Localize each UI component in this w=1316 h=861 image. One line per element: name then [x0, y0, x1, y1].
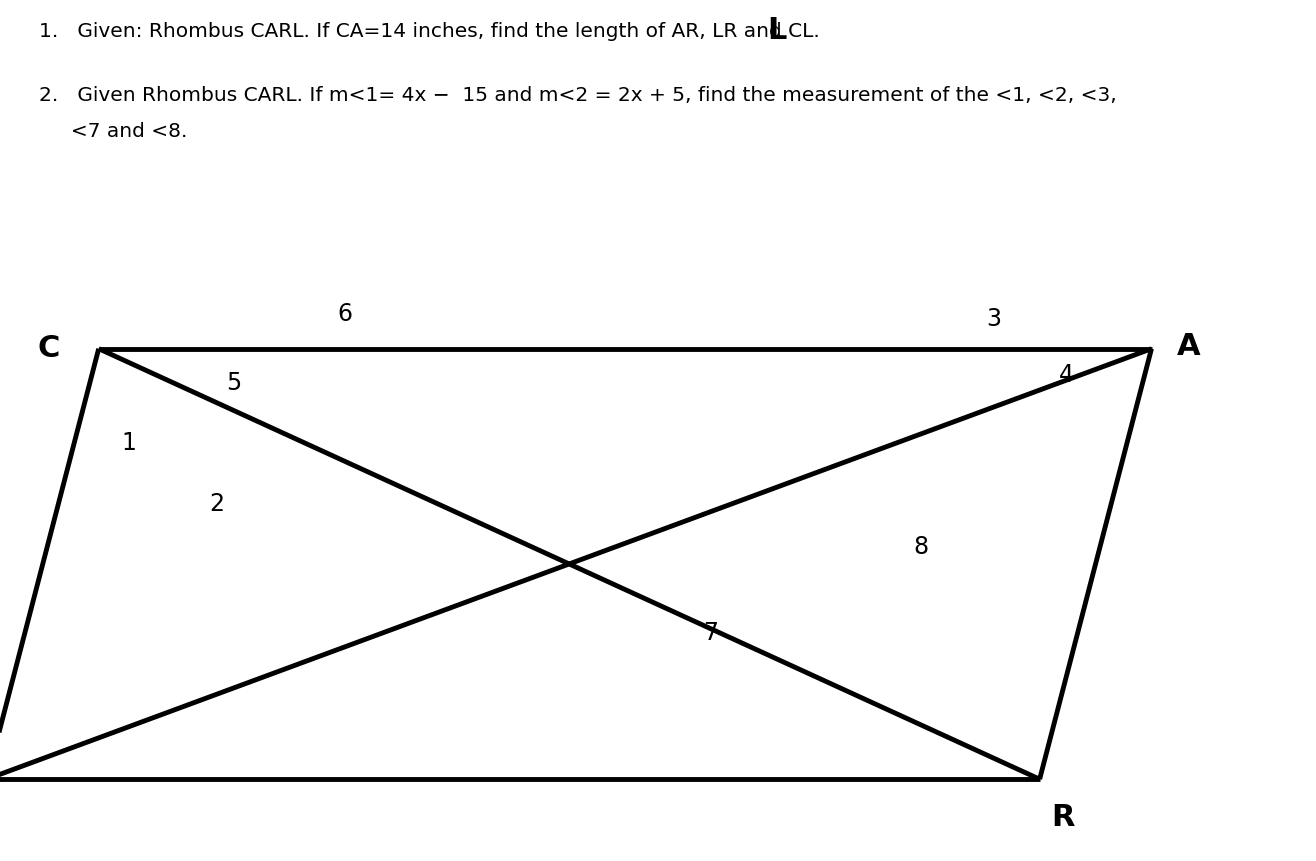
- Text: 3: 3: [986, 307, 1001, 331]
- Text: <7 and <8.: <7 and <8.: [39, 122, 188, 141]
- Text: 1.   Given: Rhombus CARL. If CA=14 inches, find the length of AR, LR and CL.: 1. Given: Rhombus CARL. If CA=14 inches,…: [39, 22, 820, 40]
- Text: 7: 7: [703, 621, 719, 645]
- Text: 6: 6: [337, 302, 353, 326]
- Text: 1: 1: [121, 431, 137, 455]
- Text: L: L: [767, 15, 786, 45]
- Text: C: C: [37, 334, 61, 363]
- Text: 4: 4: [1058, 362, 1074, 387]
- Text: 8: 8: [913, 535, 929, 559]
- Text: 2.   Given Rhombus CARL. If m<1= 4x −  15 and m<2 = 2x + 5, find the measurement: 2. Given Rhombus CARL. If m<1= 4x − 15 a…: [39, 86, 1117, 105]
- Text: A: A: [1177, 331, 1200, 361]
- Text: 5: 5: [226, 371, 242, 395]
- Text: R: R: [1051, 803, 1075, 833]
- Text: 2: 2: [209, 492, 225, 516]
